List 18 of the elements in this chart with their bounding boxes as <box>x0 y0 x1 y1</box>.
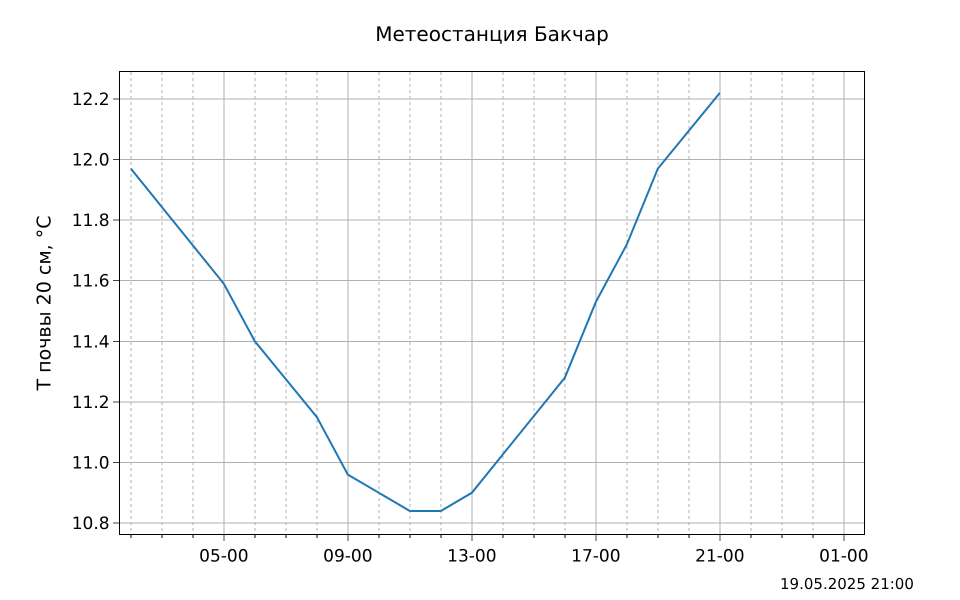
y-axis-title: T почвы 20 см, °C <box>34 216 56 392</box>
x-tick-label: 13-00 <box>447 546 497 566</box>
text: 19.05.2025 21:00 <box>780 575 914 593</box>
line-series <box>130 92 721 512</box>
x-tick-label: 05-00 <box>199 546 249 566</box>
x-tick-label: 17-00 <box>571 546 621 566</box>
chart-title: Метеостанция Бакчар <box>375 22 609 46</box>
y-tick-label: 11.2 <box>72 392 110 413</box>
x-tick-label: 21-00 <box>695 546 745 566</box>
y-tick-label: 12.2 <box>72 90 110 110</box>
x-tick-label: 01-00 <box>819 546 869 566</box>
y-tick-label: 10.8 <box>72 514 110 534</box>
y-tick-label: 11.8 <box>72 211 110 232</box>
y-tick-label: 12.0 <box>72 150 110 170</box>
x-tick-label: 09-00 <box>323 546 373 566</box>
y-tick-label: 11.0 <box>72 453 110 474</box>
y-tick-label: 11.4 <box>72 332 110 352</box>
y-tick-label: 11.6 <box>72 272 110 292</box>
